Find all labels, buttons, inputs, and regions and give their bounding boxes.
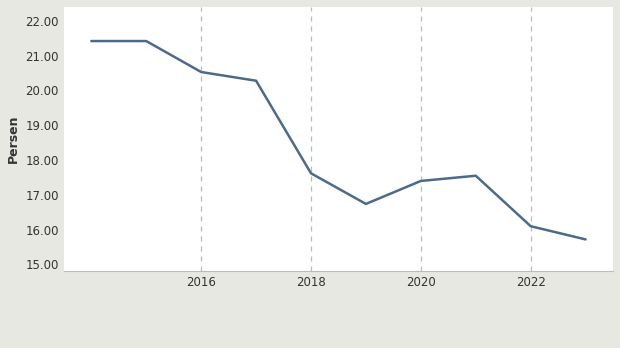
Kabupaten Wonosobo xyxy=(87,39,95,43)
Kabupaten Wonosobo xyxy=(308,171,315,175)
Kabupaten Wonosobo xyxy=(472,174,479,178)
Kabupaten Wonosobo xyxy=(143,39,150,43)
Kabupaten Wonosobo xyxy=(362,202,370,206)
Kabupaten Wonosobo xyxy=(417,179,425,183)
Kabupaten Wonosobo xyxy=(197,70,205,74)
Kabupaten Wonosobo xyxy=(527,224,534,228)
Kabupaten Wonosobo xyxy=(582,237,590,242)
Kabupaten Wonosobo xyxy=(252,79,260,83)
Y-axis label: Persen: Persen xyxy=(7,115,20,164)
Line: Kabupaten Wonosobo: Kabupaten Wonosobo xyxy=(91,41,586,239)
